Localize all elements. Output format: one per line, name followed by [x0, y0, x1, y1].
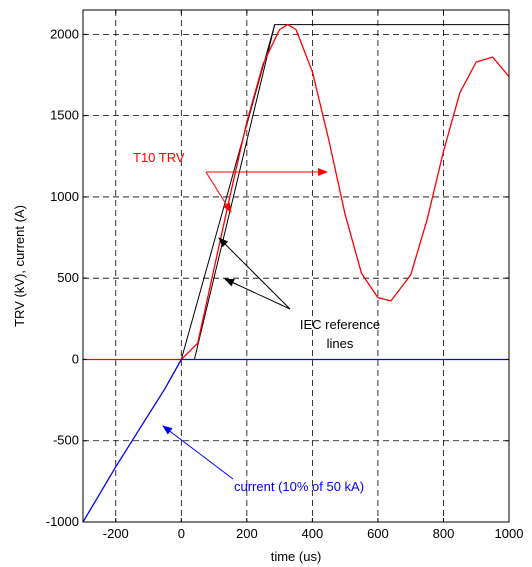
- x-tick-label: 600: [367, 526, 389, 541]
- x-axis-label: time (us): [271, 549, 322, 564]
- x-tick-label: 800: [433, 526, 455, 541]
- x-tick-label: 400: [302, 526, 324, 541]
- annotation-current-arrow: [162, 425, 234, 480]
- series-line-current: [83, 358, 509, 522]
- annotation-current: current (10% of 50 kA): [162, 425, 364, 494]
- annotation-iec-arrow-upper: [218, 237, 291, 310]
- plot-frame: [82, 9, 510, 523]
- series-line-reference: [193, 24, 276, 360]
- annotation-t10-trv-text: T10 TRV: [133, 150, 185, 165]
- annotation-iec-reference: IEC reference lines: [218, 237, 380, 351]
- x-tick-label: -200: [103, 526, 129, 541]
- y-tick-label: 500: [57, 270, 79, 285]
- axis-ticks: -200 0 200 400 600 800 1000 -1000 -500 0 500 1000 15…: [46, 10, 524, 541]
- annotation-iec-text-line2: lines: [327, 336, 354, 351]
- series-line-trv: [83, 23, 509, 361]
- annotation-t10-trv-arrow-down: [205, 171, 232, 213]
- annotation-t10-trv: T10 TRV: [133, 150, 328, 213]
- plot-background: [83, 10, 509, 522]
- annotation-iec-text-line1: IEC reference: [300, 317, 380, 332]
- y-tick-label: -500: [53, 433, 79, 448]
- x-tick-label: 200: [236, 526, 258, 541]
- plot-area: [83, 23, 509, 522]
- x-tick-label: 0: [178, 526, 185, 541]
- y-tick-label: 1000: [50, 189, 79, 204]
- x-tick-label: 1000: [495, 526, 524, 541]
- annotation-iec-arrow-lower: [224, 278, 291, 310]
- y-tick-label: 0: [72, 351, 79, 366]
- y-tick-label: 1500: [50, 108, 79, 123]
- annotation-current-text: current (10% of 50 kA): [234, 479, 364, 494]
- y-tick-label: 2000: [50, 26, 79, 41]
- y-tick-label: -1000: [46, 514, 79, 529]
- y-axis-label: TRV (kV), current (A): [12, 205, 27, 327]
